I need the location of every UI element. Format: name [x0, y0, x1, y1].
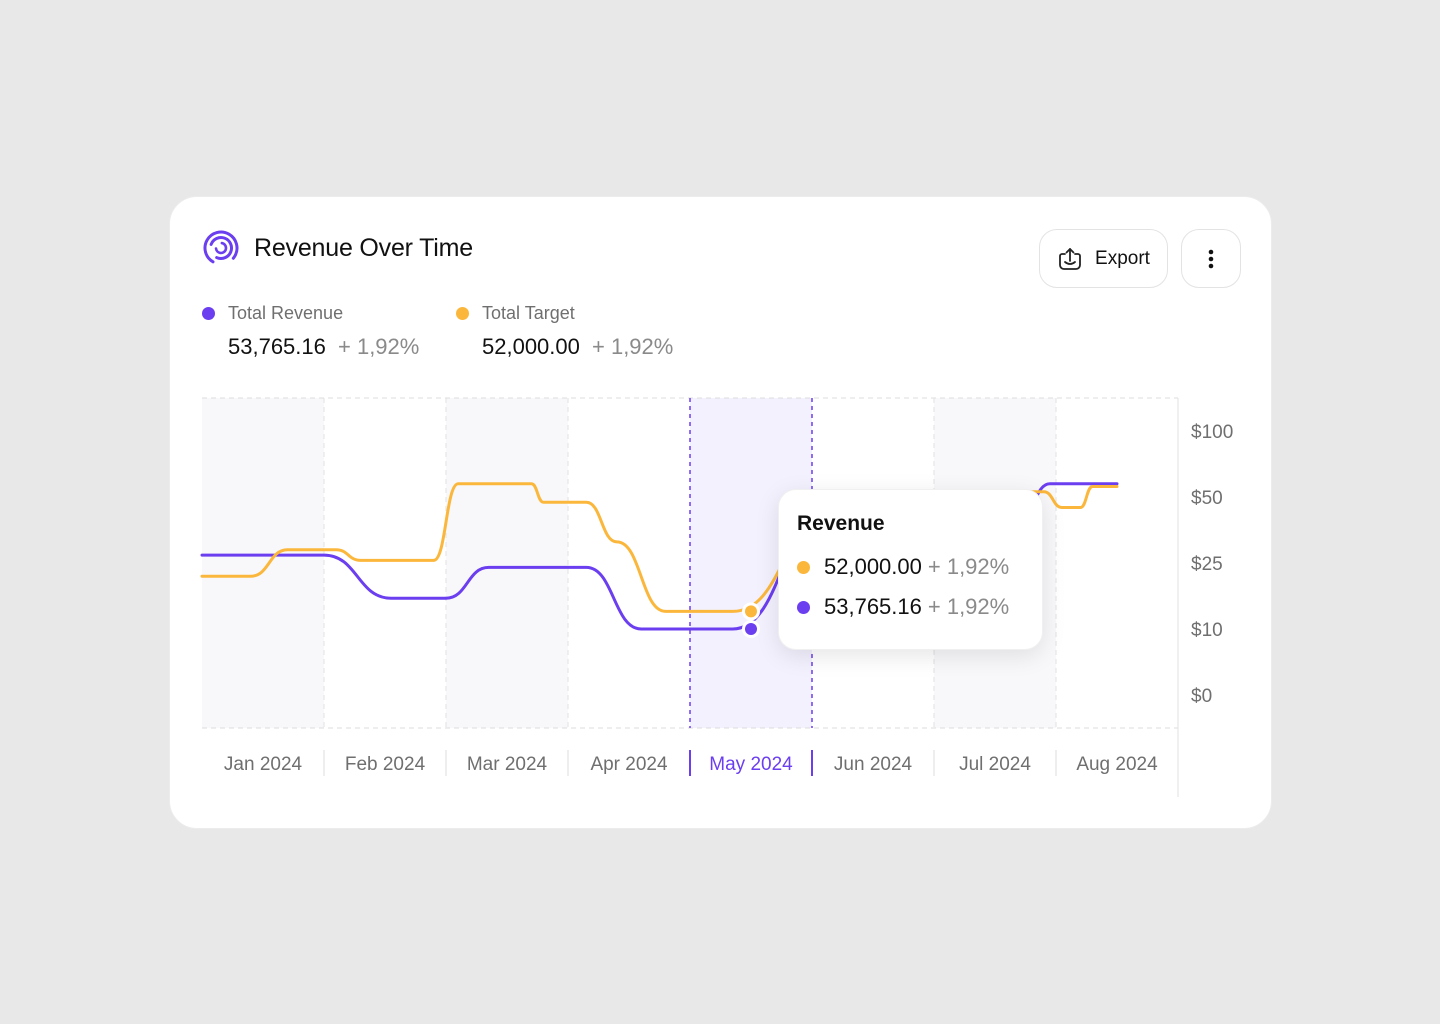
tooltip-change: + 1,92% [927, 594, 1010, 619]
highlight-point-revenue [745, 623, 757, 635]
x-tick-label: Mar 2024 [467, 754, 548, 775]
revenue-card: Revenue Over Time Export Total Revenue 5… [169, 196, 1272, 829]
export-button[interactable]: Export [1039, 229, 1168, 288]
legend-value: 53,765.16 [228, 334, 326, 359]
card-title: Revenue Over Time [254, 233, 473, 262]
tooltip-value: 53,765.16 [824, 594, 922, 619]
y-tick-label: $25 [1191, 554, 1223, 575]
x-tick-label: Jun 2024 [834, 754, 913, 775]
x-tick-label: Feb 2024 [345, 754, 426, 775]
legend-label: Total Target [482, 303, 575, 323]
series-line-target [200, 482, 1119, 613]
legend-label: Total Revenue [228, 303, 344, 323]
tooltip-dot [797, 560, 810, 574]
legend-change: + 1,92% [338, 334, 420, 359]
chart-tooltip: Revenue 52,000.00 + 1,92% 53,765.16 + 1,… [778, 489, 1043, 650]
card-header: Revenue Over Time [202, 229, 473, 267]
x-tick-label: Aug 2024 [1076, 754, 1158, 775]
x-tick-label: Apr 2024 [590, 754, 668, 775]
highlight-point-target [745, 605, 757, 618]
y-tick-label: $10 [1191, 620, 1223, 641]
export-icon [1059, 247, 1081, 270]
spiral-logo-icon [203, 230, 239, 266]
tooltip-change: + 1,92% [927, 554, 1010, 579]
legend-value: 52,000.00 [482, 334, 580, 359]
y-tick-label: $50 [1191, 488, 1223, 509]
y-tick-label: $100 [1191, 422, 1233, 443]
tooltip-title: Revenue [797, 512, 885, 535]
legend-change: + 1,92% [592, 334, 674, 359]
more-vertical-icon [1208, 249, 1214, 268]
tooltip-dot [797, 600, 810, 614]
column-band [202, 398, 324, 728]
more-options-button[interactable] [1181, 229, 1241, 288]
export-label: Export [1095, 247, 1150, 269]
tooltip-row-target: 52,000.00 + 1,92% [797, 554, 1024, 580]
legend-total-target: Total Target 52,000.00 + 1,92% [456, 303, 673, 360]
revenue-line-chart[interactable]: Jan 2024 Feb 2024 Mar 2024 Apr 2024 May 2024… [170, 197, 1273, 830]
tooltip-row-revenue: 53,765.16 + 1,92% [797, 594, 1024, 620]
column-band [446, 398, 568, 728]
x-tick-label: Jan 2024 [224, 754, 303, 775]
y-tick-label: $0 [1191, 686, 1212, 707]
x-tick-label: Jul 2024 [959, 754, 1031, 775]
legend-dot [202, 307, 215, 320]
legend-total-revenue: Total Revenue 53,765.16 + 1,92% [202, 303, 419, 360]
x-tick-label: May 2024 [709, 754, 793, 775]
tooltip-value: 52,000.00 [824, 554, 922, 579]
legend-dot [456, 307, 469, 320]
